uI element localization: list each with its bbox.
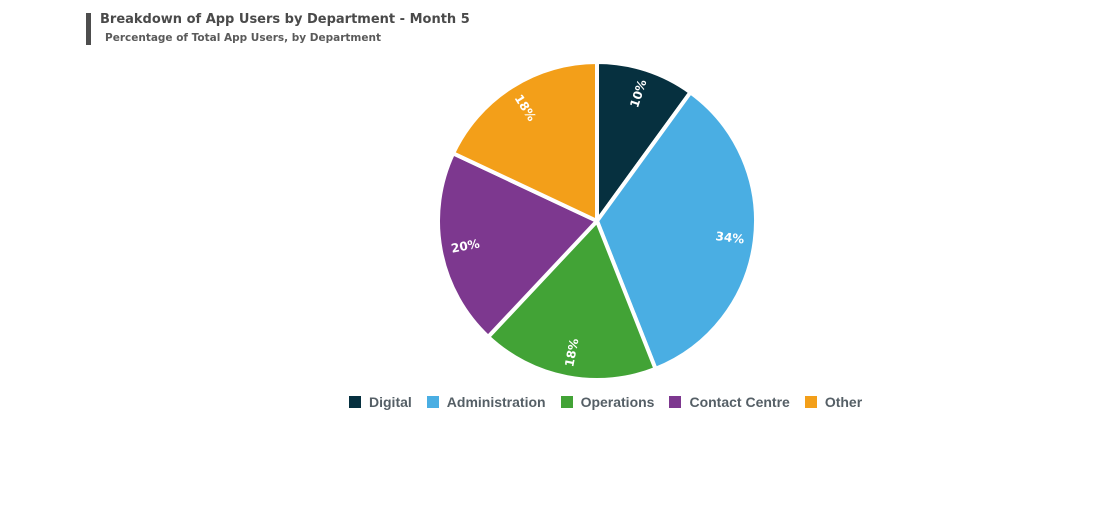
legend-swatch <box>669 396 682 408</box>
chart-legend: Digital Administration Operations Contact C… <box>349 394 877 410</box>
legend-swatch <box>349 396 361 408</box>
legend-swatch <box>426 396 439 408</box>
pie-slice-digital[interactable] <box>595 60 693 223</box>
legend-item-other[interactable]: Other <box>804 394 863 410</box>
legend-label: Contact Centre <box>689 394 790 410</box>
pie-slice-operations[interactable] <box>486 219 658 382</box>
pie-slice-administration[interactable] <box>595 90 758 371</box>
pie-slice-contact-centre[interactable] <box>435 151 599 339</box>
slice-label-operations: 18% <box>562 337 581 368</box>
legend-item-contact-centre[interactable]: Contact Centre <box>669 394 790 410</box>
chart-title: Breakdown of App Users by Department - M… <box>100 12 470 27</box>
legend-label: Administration <box>446 394 546 410</box>
legend-item-operations[interactable]: Operations <box>560 394 655 410</box>
legend-label: Digital <box>369 394 412 410</box>
legend-item-digital[interactable]: Digital <box>349 394 412 410</box>
chart-subtitle: Percentage of Total App Users, by Depart… <box>105 32 381 44</box>
slice-label-contact-centre: 20% <box>450 237 481 256</box>
legend-item-administration[interactable]: Administration <box>426 394 546 410</box>
slice-label-administration: 34% <box>715 229 745 246</box>
pie-slice-other[interactable] <box>451 60 599 223</box>
legend-label: Operations <box>580 394 655 410</box>
legend-label: Other <box>824 394 863 410</box>
legend-swatch <box>804 396 817 408</box>
chart-title-block: Breakdown of App Users by Department - M… <box>86 12 470 45</box>
legend-swatch <box>560 396 573 408</box>
